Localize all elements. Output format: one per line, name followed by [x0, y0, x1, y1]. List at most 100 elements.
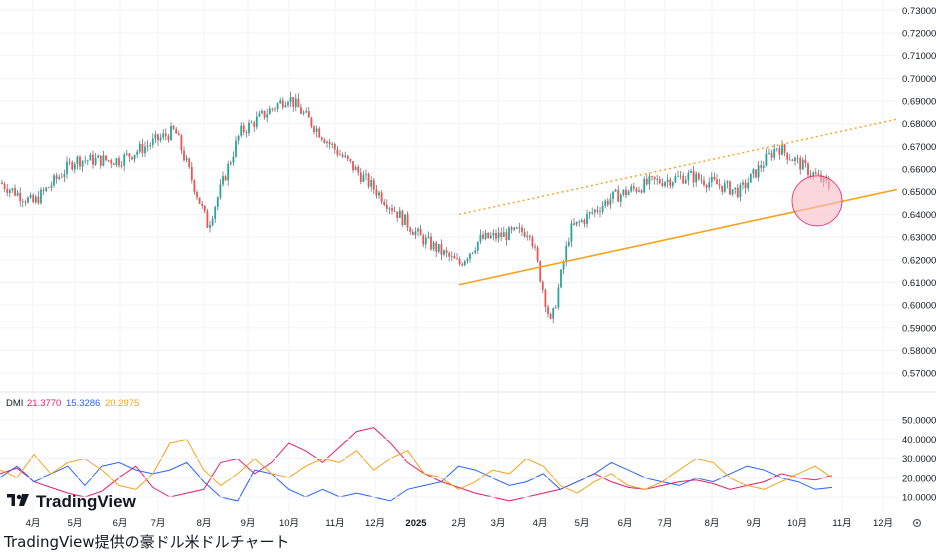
candle-body	[736, 187, 739, 198]
time-tick-label: 2025	[405, 518, 427, 529]
candle-body	[531, 237, 534, 247]
candle-body	[541, 281, 544, 290]
candle-body	[723, 183, 726, 192]
candle-body	[102, 155, 105, 166]
candle-body	[383, 202, 386, 205]
candle-body	[710, 176, 713, 183]
time-tick-label: 4月	[26, 518, 41, 529]
candle-body	[495, 233, 497, 239]
candle-body	[206, 211, 209, 228]
candle-body	[279, 100, 282, 104]
candle-body	[315, 128, 318, 132]
candle-body	[419, 228, 422, 236]
candle-body	[133, 154, 136, 160]
candle-body	[352, 161, 354, 171]
candle-body	[357, 166, 360, 173]
time-tick-label: 12月	[873, 518, 893, 529]
price-tick-label: 0.58000	[902, 346, 936, 357]
candle-body	[170, 125, 172, 141]
time-tick-label: 9月	[747, 518, 762, 529]
candle-body	[84, 160, 87, 162]
candle-body	[240, 125, 243, 136]
candle-body	[518, 227, 521, 229]
candle-body	[497, 232, 500, 239]
time-axis: 4月 5月 6月 7月 8月 9月 10月 11月 12月 2025 2月 3月 4月 5月 6月 7月 8月 9…	[26, 518, 893, 529]
candle-body	[625, 189, 627, 196]
candle-body	[414, 231, 417, 236]
candle-body	[268, 108, 271, 115]
candle-body	[638, 190, 640, 192]
candle-body	[583, 219, 586, 224]
candle-body	[131, 156, 133, 160]
candle-body	[523, 232, 526, 237]
candle-body	[609, 198, 612, 205]
candle-body	[703, 180, 705, 186]
candle-body	[58, 176, 61, 179]
candle-body	[271, 108, 274, 110]
candle-body	[578, 221, 581, 223]
candle-body	[94, 157, 97, 165]
candle-body	[346, 155, 349, 159]
candle-body	[248, 122, 250, 134]
candle-body	[245, 132, 248, 134]
candle-body	[474, 250, 477, 253]
candle-body	[97, 155, 100, 158]
candle-body	[250, 122, 253, 124]
tradingview-logo-icon	[7, 494, 29, 506]
dmi-title: DMI	[6, 398, 23, 409]
candle-body	[437, 244, 440, 252]
candle-body	[630, 186, 633, 192]
candle-body	[479, 234, 482, 242]
candle-body	[482, 234, 484, 239]
candle-body	[86, 160, 89, 162]
chart-canvas: 0.73000 0.72000 0.71000 0.70000 0.69000 0.680…	[0, 0, 936, 529]
candle-body	[762, 165, 765, 168]
candle-body	[320, 137, 323, 140]
candle-body	[411, 231, 414, 236]
candle-body	[674, 176, 677, 183]
dmi-series-line	[0, 438, 833, 494]
price-tick-label: 0.73000	[902, 6, 936, 17]
candle-body	[149, 144, 152, 146]
candle-body	[687, 172, 690, 180]
price-tick-label: 0.63000	[902, 233, 936, 244]
time-tick-label: 11月	[325, 518, 344, 529]
candle-body	[391, 208, 393, 211]
candle-body	[567, 241, 570, 246]
candle-body	[157, 134, 159, 141]
gear-icon[interactable]	[912, 518, 922, 528]
candle-body	[671, 182, 674, 186]
candle-body	[645, 178, 648, 185]
candle-body	[396, 211, 399, 218]
candle-body	[422, 235, 425, 245]
candle-body	[388, 208, 391, 209]
price-axis: 0.73000 0.72000 0.71000 0.70000 0.69000 0.680…	[902, 6, 936, 380]
candle-body	[287, 102, 289, 106]
dmi-series-line	[0, 427, 833, 502]
candle-body	[14, 188, 16, 196]
candle-body	[534, 246, 536, 248]
candle-body	[435, 242, 438, 252]
candle-body	[404, 214, 406, 226]
candle-body	[120, 165, 123, 167]
candle-body	[193, 180, 196, 193]
candle-body	[401, 210, 404, 226]
candle-body	[398, 210, 401, 218]
price-tick-label: 0.69000	[902, 97, 936, 108]
candle-body	[89, 154, 92, 161]
time-tick-label: 8月	[705, 518, 720, 529]
candle-body	[258, 113, 261, 117]
candle-body	[560, 269, 562, 288]
candle-body	[310, 117, 313, 127]
candle-body	[586, 213, 588, 224]
candle-body	[614, 189, 617, 192]
candle-body	[606, 200, 609, 205]
candle-body	[661, 183, 664, 186]
candle-body	[549, 313, 552, 319]
dmi-tick-label: 20.0000	[902, 473, 936, 484]
candle-body	[817, 174, 820, 175]
candle-body	[81, 160, 84, 167]
candle-body	[105, 155, 107, 161]
candle-body	[292, 97, 295, 107]
candle-body	[765, 153, 768, 166]
